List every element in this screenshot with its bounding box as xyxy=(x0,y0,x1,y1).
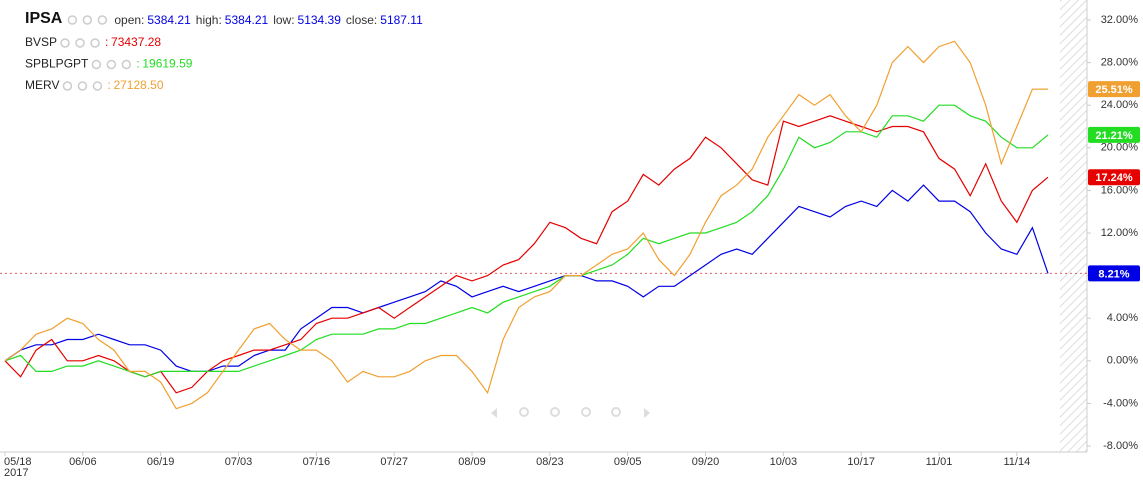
series-line xyxy=(4,115,1049,394)
series-controls[interactable] xyxy=(67,15,108,25)
future-area xyxy=(1060,0,1087,452)
last-value-badge xyxy=(1088,265,1140,282)
y-tick-label: -4.00% xyxy=(1103,397,1138,409)
ohlc-label: open: xyxy=(114,13,144,27)
legend-separator: : xyxy=(107,78,110,92)
series-settings[interactable] xyxy=(75,38,85,48)
ohlc-value: 5187.11 xyxy=(380,13,423,27)
remove-series[interactable] xyxy=(97,15,108,25)
y-tick-label: 20.00% xyxy=(1101,142,1139,154)
series-line xyxy=(4,184,1049,372)
remove-series[interactable] xyxy=(92,81,103,91)
x-tick-label: 09/05 xyxy=(614,456,642,468)
y-tick-label: 0.00% xyxy=(1107,355,1138,367)
ohlc-label: high: xyxy=(196,13,222,27)
last-value-badge xyxy=(1088,81,1140,98)
x-tick-label: 07/03 xyxy=(225,456,253,468)
y-tick-label: 32.00% xyxy=(1101,14,1139,26)
y-tick-label: 16.00% xyxy=(1101,184,1139,196)
legend-separator: : xyxy=(105,35,108,49)
y-tick-label: 24.00% xyxy=(1101,99,1139,111)
last-value-label: 17.24% xyxy=(1095,172,1133,184)
remove-series[interactable] xyxy=(121,59,132,70)
x-tick-label: 07/16 xyxy=(303,456,331,468)
toggle-visibility[interactable] xyxy=(60,38,70,48)
y-tick-label: 4.00% xyxy=(1107,312,1138,324)
series-line xyxy=(4,104,1049,378)
nav-controls[interactable] xyxy=(491,407,650,418)
toggle-visibility[interactable] xyxy=(91,59,102,70)
series-settings[interactable] xyxy=(77,81,88,91)
legend-name: MERV xyxy=(25,78,59,92)
zoom-in[interactable] xyxy=(519,407,529,417)
x-tick-label: 08/23 xyxy=(536,456,564,468)
zoom-fit[interactable] xyxy=(611,407,621,417)
toggle-visibility[interactable] xyxy=(67,15,78,25)
last-value-label: 21.21% xyxy=(1095,130,1133,142)
x-tick-label: 11/14 xyxy=(1004,456,1031,468)
x-tick-label: 10/17 xyxy=(847,456,875,468)
y-tick-label: 28.00% xyxy=(1101,57,1139,69)
series-controls[interactable] xyxy=(60,38,100,48)
remove-series[interactable] xyxy=(90,38,100,48)
legend-value: 73437.28 xyxy=(111,35,161,49)
series-controls[interactable] xyxy=(62,81,103,91)
ohlc-label: low: xyxy=(273,13,294,27)
x-tick-label: 08/09 xyxy=(458,456,486,468)
last-value-label: 25.51% xyxy=(1095,84,1133,96)
legend-name: SPBLPGPT xyxy=(25,57,89,71)
main-symbol: IPSA xyxy=(25,10,63,27)
zoom-reset[interactable] xyxy=(581,407,591,417)
y-tick-label: 12.00% xyxy=(1101,227,1139,239)
zoom-out[interactable] xyxy=(550,407,560,417)
toggle-visibility[interactable] xyxy=(62,81,73,91)
ohlc-value: 5384.21 xyxy=(147,13,191,27)
legend: open: 5384.21 high: 5384.21 low: 5134.39 close… xyxy=(25,13,423,92)
x-tick-label: 05/18 xyxy=(4,456,32,468)
nav-left[interactable] xyxy=(491,408,497,418)
last-value-badge xyxy=(1088,126,1140,143)
ohlc-value: 5384.21 xyxy=(225,13,269,27)
x-tick-label: 09/20 xyxy=(692,456,720,468)
ohlc-label: close: xyxy=(346,13,377,27)
x-tick-label: 10/03 xyxy=(770,456,798,468)
x-tick-label: 07/27 xyxy=(380,456,408,468)
legend-value: 19619.59 xyxy=(142,57,192,71)
ohlc-value: 5134.39 xyxy=(298,13,342,27)
legend-value: 27128.50 xyxy=(113,78,163,92)
series-line xyxy=(4,40,1049,410)
x-tick-label: 06/06 xyxy=(69,456,97,468)
y-tick-label: -8.00% xyxy=(1103,440,1138,452)
last-value-badge xyxy=(1088,169,1140,186)
x-tick-label: 06/19 xyxy=(147,456,175,468)
legend-separator: : xyxy=(136,57,139,71)
series-settings[interactable] xyxy=(82,15,93,25)
legend-name: BVSP xyxy=(25,35,57,49)
x-tick-label: 11/01 xyxy=(926,456,953,468)
year-label: 2017 xyxy=(4,467,28,479)
nav-right[interactable] xyxy=(644,408,650,418)
series-settings[interactable] xyxy=(106,59,117,70)
series-controls[interactable] xyxy=(91,59,132,70)
last-value-label: 8.21% xyxy=(1098,268,1129,280)
